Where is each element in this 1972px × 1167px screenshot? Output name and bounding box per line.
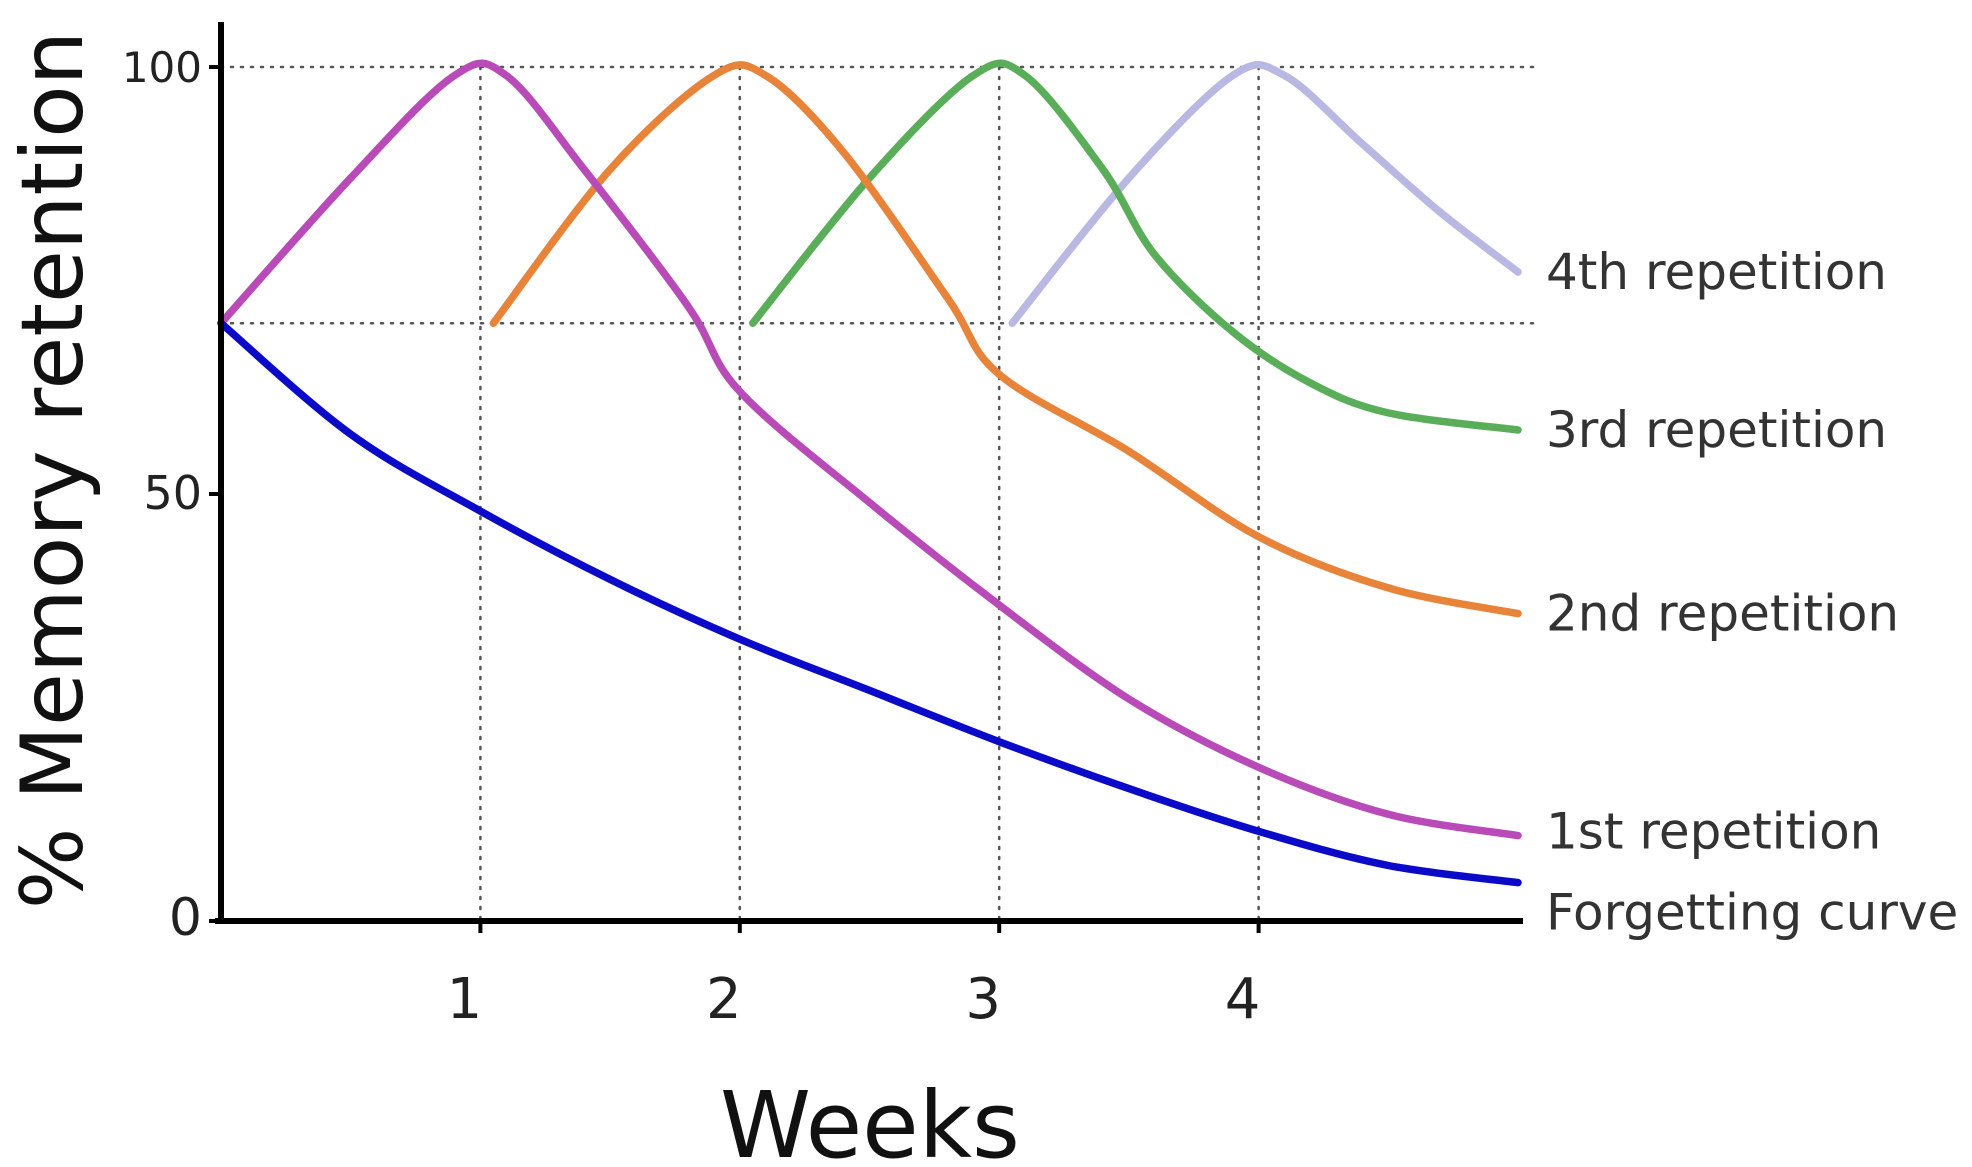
x-tick-label-3: 3 [965,967,1001,1032]
series-label-1st-repetition: 1st repetition [1546,802,1881,860]
y-axis-title: % Memory retention [3,31,103,909]
axes [215,22,1523,924]
series-line-1st-repetition [217,59,1522,840]
series-line-2nd-repetition [489,61,1522,618]
x-tick-label-4: 4 [1225,967,1261,1032]
series-labels: 4th repetition 3rd repetition 2nd repetiti… [1546,243,1958,942]
x-tick-label-1: 1 [447,967,483,1032]
x-axis-title: Weeks [720,1072,1020,1167]
series-lines [217,59,1522,887]
series-label-2nd-repetition: 2nd repetition [1546,585,1899,643]
y-tick-label-100: 100 [122,43,202,92]
axis-ticks: 0 50 100 1 2 3 4 [122,43,1261,1032]
series-label-forgetting-curve: Forgetting curve [1546,883,1958,941]
series-line-3rd-repetition [749,59,1522,434]
reference-lines [219,65,1540,923]
series-label-3rd-repetition: 3rd repetition [1546,401,1887,459]
series-label-4th-repetition: 4th repetition [1546,243,1887,301]
series-line-forgetting-curve [217,319,1522,887]
y-tick-label-0: 0 [169,888,202,948]
x-tick-label-2: 2 [706,967,742,1032]
y-tick-label-50: 50 [143,466,202,520]
series-line-4th-repetition [1008,61,1522,327]
